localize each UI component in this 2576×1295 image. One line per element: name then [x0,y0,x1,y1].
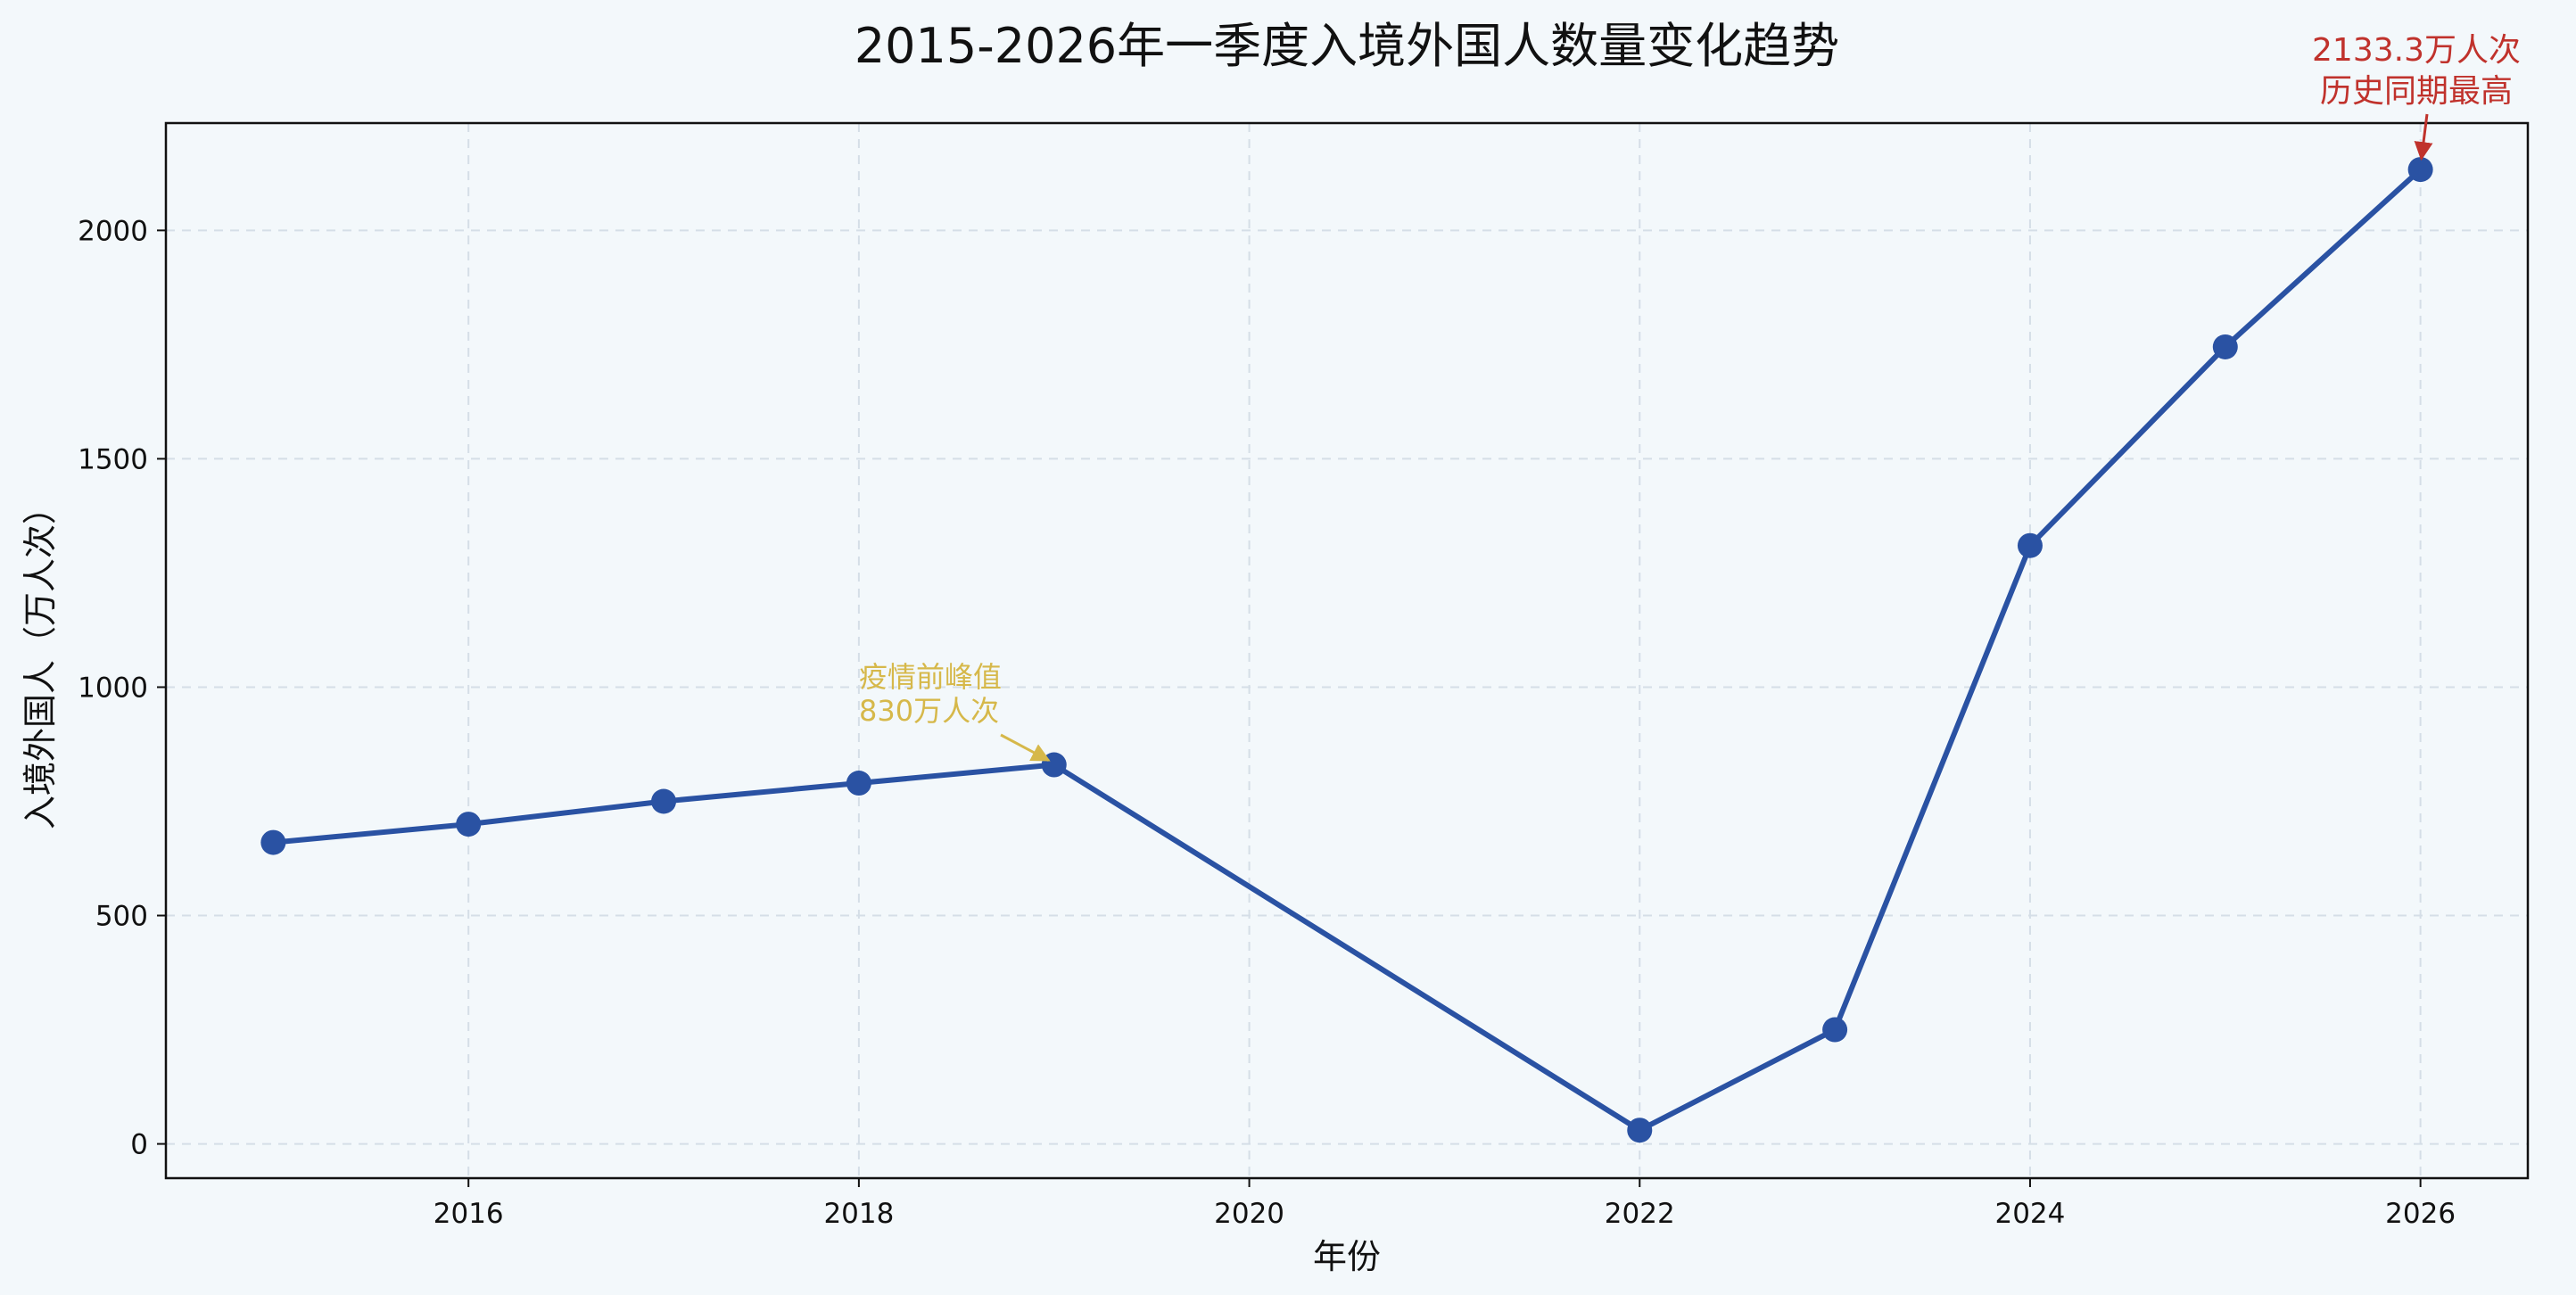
y-tick-label: 1500 [78,443,148,475]
x-axis-label: 年份 [1313,1237,1381,1276]
data-points [260,157,2433,1143]
x-tick-label: 2022 [1605,1198,1675,1230]
series-line [273,167,2423,1134]
data-point [260,829,286,855]
x-tick-label: 2016 [433,1198,504,1230]
data-point [1822,1017,1848,1043]
data-point [651,788,677,814]
max-annotation-arrow [2414,113,2433,161]
plot-frame [164,121,2530,1180]
y-tick-label: 1000 [78,672,148,704]
data-point [456,812,482,837]
max-annotation-line-1: 2133.3万人次 [2312,32,2521,69]
peak-annotation-line-2: 830万人次 [859,694,999,728]
x-tick-label: 2026 [2385,1198,2456,1230]
grid [166,123,2528,1178]
y-tick-label: 2000 [78,215,148,247]
y-axis-ticks: 0 500 1000 1500 2000 [78,215,166,1161]
data-point [1041,752,1067,778]
max-annotation-line-2: 历史同期最高 [2320,73,2513,110]
data-point [1627,1118,1653,1143]
x-axis-ticks: 2016 2018 2020 2022 2024 2026 [433,1178,2456,1230]
y-tick-label: 0 [130,1129,148,1161]
x-tick-label: 2024 [1994,1198,2065,1230]
x-tick-label: 2018 [823,1198,894,1230]
peak-annotation-arrow [1000,733,1051,762]
data-point [846,771,871,796]
y-tick-label: 500 [95,901,148,933]
annotations: 疫情前峰值 830万人次 2133.3万人次 历史同期最高 [859,32,2521,762]
y-axis-label: 入境外国人（万人次） [21,491,60,829]
chart-title: 2015-2026年一季度入境外国人数量变化趋势 [855,18,1839,74]
data-point [2212,334,2238,359]
peak-annotation-line-1: 疫情前峰值 [859,660,1002,694]
x-tick-label: 2020 [1214,1198,1284,1230]
data-point [2407,157,2433,183]
data-point [2017,532,2043,558]
